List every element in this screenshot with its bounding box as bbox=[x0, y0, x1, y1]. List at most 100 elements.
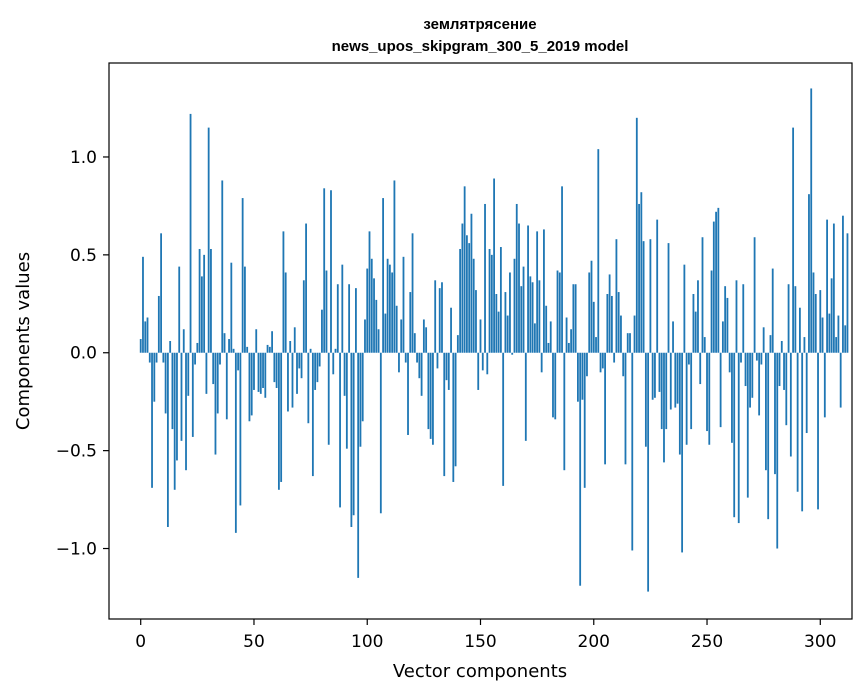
bar-4 bbox=[148, 352, 151, 363]
bar-172 bbox=[529, 276, 532, 353]
bar-111 bbox=[391, 272, 394, 353]
bar-193 bbox=[577, 352, 579, 402]
bar-236 bbox=[674, 352, 677, 408]
bar-279 bbox=[771, 268, 774, 353]
bar-169 bbox=[522, 266, 525, 353]
bar-307 bbox=[835, 337, 838, 353]
bar-195 bbox=[581, 352, 584, 400]
bar-81 bbox=[323, 188, 326, 353]
bar-273 bbox=[758, 352, 761, 416]
bar-39 bbox=[228, 339, 230, 353]
bar-130 bbox=[434, 280, 437, 353]
bar-11 bbox=[164, 352, 167, 414]
bar-264 bbox=[737, 352, 740, 524]
bar-192 bbox=[574, 284, 577, 353]
bar-295 bbox=[808, 194, 810, 353]
bar-293 bbox=[803, 337, 806, 353]
bar-146 bbox=[470, 213, 473, 353]
bar-94 bbox=[352, 352, 355, 516]
y-tick-label: −1.0 bbox=[56, 540, 97, 560]
bar-223 bbox=[644, 352, 647, 447]
bar-37 bbox=[223, 333, 226, 353]
bar-151 bbox=[481, 352, 484, 371]
bar-282 bbox=[778, 352, 781, 387]
bar-88 bbox=[339, 352, 341, 508]
bar-202 bbox=[597, 149, 600, 353]
bar-119 bbox=[409, 292, 412, 353]
bar-93 bbox=[350, 352, 353, 527]
x-tick-label: 300 bbox=[804, 632, 836, 652]
bar-134 bbox=[443, 352, 446, 477]
bar-205 bbox=[604, 352, 606, 465]
bar-181 bbox=[549, 321, 552, 353]
bar-233 bbox=[667, 243, 670, 353]
bar-1 bbox=[142, 256, 144, 353]
bar-226 bbox=[651, 352, 654, 400]
bar-218 bbox=[633, 315, 636, 353]
bar-82 bbox=[325, 270, 328, 353]
bar-28 bbox=[203, 254, 206, 353]
bar-122 bbox=[416, 352, 418, 363]
bar-253 bbox=[712, 221, 715, 353]
bar-189 bbox=[567, 342, 570, 353]
bar-23 bbox=[191, 352, 194, 437]
bar-184 bbox=[556, 270, 559, 353]
bar-120 bbox=[411, 233, 414, 353]
bar-60 bbox=[275, 352, 278, 388]
bar-160 bbox=[502, 352, 505, 486]
bar-159 bbox=[499, 247, 502, 353]
bar-79 bbox=[318, 352, 321, 367]
bar-289 bbox=[794, 286, 797, 353]
bar-9 bbox=[160, 233, 162, 353]
bar-272 bbox=[755, 352, 758, 361]
bar-216 bbox=[629, 333, 631, 353]
bar-214 bbox=[624, 352, 627, 465]
chart-subtitle: news_upos_skipgram_300_5_2019 model bbox=[332, 38, 629, 55]
bar-48 bbox=[248, 352, 251, 422]
bar-17 bbox=[178, 266, 181, 353]
bar-90 bbox=[343, 352, 346, 396]
bar-230 bbox=[660, 352, 663, 430]
y-tick-label: −0.5 bbox=[56, 442, 97, 462]
bar-294 bbox=[805, 352, 808, 434]
bar-73 bbox=[305, 223, 307, 353]
bar-57 bbox=[268, 346, 271, 353]
bar-24 bbox=[194, 352, 196, 365]
bar-240 bbox=[683, 264, 686, 353]
bar-86 bbox=[334, 348, 337, 353]
bar-44 bbox=[239, 352, 242, 506]
bar-7 bbox=[155, 352, 158, 363]
bar-99 bbox=[364, 319, 366, 353]
bar-231 bbox=[663, 352, 665, 463]
bar-49 bbox=[250, 352, 253, 416]
bar-183 bbox=[554, 352, 557, 420]
bar-22 bbox=[189, 113, 192, 353]
bar-6 bbox=[153, 352, 156, 402]
bar-215 bbox=[626, 333, 629, 353]
bar-15 bbox=[173, 352, 176, 490]
bar-140 bbox=[456, 335, 459, 353]
bar-238 bbox=[678, 352, 681, 455]
bar-30 bbox=[207, 127, 210, 353]
bar-251 bbox=[708, 352, 711, 445]
bar-52 bbox=[257, 352, 260, 392]
bar-45 bbox=[241, 198, 244, 353]
bar-200 bbox=[592, 301, 595, 353]
bar-270 bbox=[751, 352, 754, 398]
bar-301 bbox=[821, 317, 824, 353]
bar-21 bbox=[187, 352, 190, 396]
bar-227 bbox=[654, 352, 656, 398]
bar-56 bbox=[266, 344, 269, 353]
bar-247 bbox=[699, 352, 702, 385]
bar-29 bbox=[205, 352, 208, 394]
bar-40 bbox=[230, 262, 233, 353]
x-tick-label: 250 bbox=[691, 632, 723, 652]
bar-180 bbox=[547, 342, 550, 353]
bar-78 bbox=[316, 352, 319, 383]
bar-66 bbox=[289, 341, 292, 353]
bar-163 bbox=[509, 272, 511, 353]
bar-108 bbox=[384, 313, 387, 353]
bar-13 bbox=[169, 341, 172, 353]
bar-102 bbox=[370, 258, 373, 353]
bar-113 bbox=[395, 305, 398, 353]
